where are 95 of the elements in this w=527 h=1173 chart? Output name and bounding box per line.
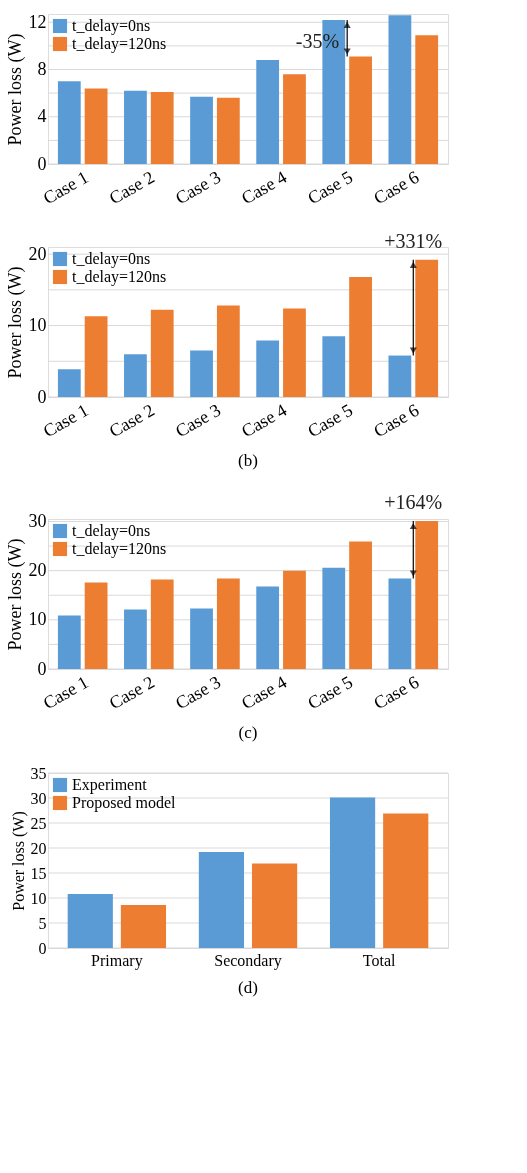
text: (b) <box>238 450 258 470</box>
x-tick-label: Case 6 <box>370 166 423 209</box>
x-tick-label: Case 3 <box>171 399 224 442</box>
bar <box>256 586 280 669</box>
bar <box>349 56 372 164</box>
bar <box>216 578 240 669</box>
y-tick-label: 25 <box>30 814 47 832</box>
y-tick-label: 10 <box>28 315 47 336</box>
y-tick-label: 8 <box>37 59 47 80</box>
legend-label: Experiment <box>72 776 148 794</box>
x-tick-label: Case 6 <box>370 671 423 714</box>
y-axis-title: Power loss (W) <box>4 266 26 379</box>
y-tick-label: 30 <box>30 789 47 807</box>
bar <box>251 863 298 948</box>
bar <box>124 609 147 669</box>
y-tick-label: 20 <box>30 839 47 857</box>
x-tick-label: Case 3 <box>171 166 224 209</box>
x-tick-label: Case 5 <box>304 166 357 209</box>
bar <box>349 277 372 397</box>
bar <box>256 340 280 397</box>
x-tick-label: Case 5 <box>304 399 357 442</box>
bar <box>84 582 108 669</box>
bar <box>150 91 174 164</box>
legend-label: t_delay=0ns <box>72 250 151 268</box>
x-tick-label: Case 2 <box>105 671 158 714</box>
y-tick-label: 12 <box>28 11 47 32</box>
bar <box>322 567 346 669</box>
y-tick-label: 0 <box>38 939 47 957</box>
bar <box>283 74 306 164</box>
bar <box>216 97 240 164</box>
y-tick-label: 35 <box>30 764 47 782</box>
y-axis-title: Power loss (W) <box>9 811 28 911</box>
y-tick-label: 4 <box>37 106 47 127</box>
bar <box>120 905 167 948</box>
bar <box>388 15 412 164</box>
bar <box>283 570 306 669</box>
y-tick-label: 0 <box>37 153 47 174</box>
legend-label: t_delay=120ns <box>72 268 167 286</box>
bar <box>388 355 412 397</box>
legend-label: t_delay=120ns <box>72 35 167 53</box>
legend-label: t_delay=0ns <box>72 522 151 540</box>
bar <box>256 60 280 164</box>
legend-label: Proposed model <box>72 794 177 812</box>
y-tick-label: 30 <box>28 510 47 531</box>
y-tick-label: 20 <box>28 560 47 581</box>
bar <box>67 894 113 948</box>
legend-label: t_delay=0ns <box>72 17 151 35</box>
y-tick-label: 5 <box>38 914 47 932</box>
annotation: +164% <box>384 490 443 513</box>
y-tick-label: 20 <box>28 243 47 264</box>
bar <box>190 608 213 669</box>
bar <box>150 579 174 669</box>
x-tick-label: Case 4 <box>238 399 291 442</box>
y-axis-title: Power loss (W) <box>4 538 26 651</box>
x-tick-label: Case 4 <box>238 166 291 209</box>
y-tick-label: 15 <box>30 864 47 882</box>
bar <box>415 520 439 669</box>
bar <box>383 813 429 948</box>
bar <box>124 354 147 397</box>
bar <box>57 81 81 164</box>
legend-label: t_delay=120ns <box>72 540 167 558</box>
bar <box>216 305 240 397</box>
x-tick-label: Case 4 <box>238 671 291 714</box>
x-tick-label: Primary <box>91 951 143 970</box>
text: (c) <box>238 722 258 742</box>
x-tick-label: Case 5 <box>304 671 357 714</box>
bar <box>84 316 108 397</box>
y-tick-label: 0 <box>37 658 47 679</box>
y-tick-label: 10 <box>30 889 47 907</box>
annotation: +331% <box>384 229 443 252</box>
bar <box>57 615 81 669</box>
bar <box>349 541 372 669</box>
x-tick-label: Case 2 <box>105 166 158 209</box>
bar <box>57 369 81 397</box>
bar <box>84 88 108 164</box>
bar <box>388 578 412 669</box>
bar <box>124 90 147 164</box>
bar <box>329 797 376 948</box>
x-tick-label: Secondary <box>214 951 282 970</box>
x-tick-label: Case 2 <box>105 399 158 442</box>
bar <box>150 309 174 397</box>
x-tick-label: Case 3 <box>171 671 224 714</box>
x-tick-label: Case 6 <box>370 399 423 442</box>
bar <box>322 336 346 397</box>
bar <box>198 852 245 948</box>
bar <box>283 308 306 397</box>
bar <box>415 35 439 164</box>
y-axis-title: Power loss (W) <box>4 33 26 146</box>
x-tick-label: Total <box>362 951 397 969</box>
bar <box>190 350 213 397</box>
bar <box>190 96 213 164</box>
y-tick-label: 10 <box>28 609 47 630</box>
bar <box>415 259 439 397</box>
text: (d) <box>238 978 258 997</box>
y-tick-label: 0 <box>37 386 47 407</box>
